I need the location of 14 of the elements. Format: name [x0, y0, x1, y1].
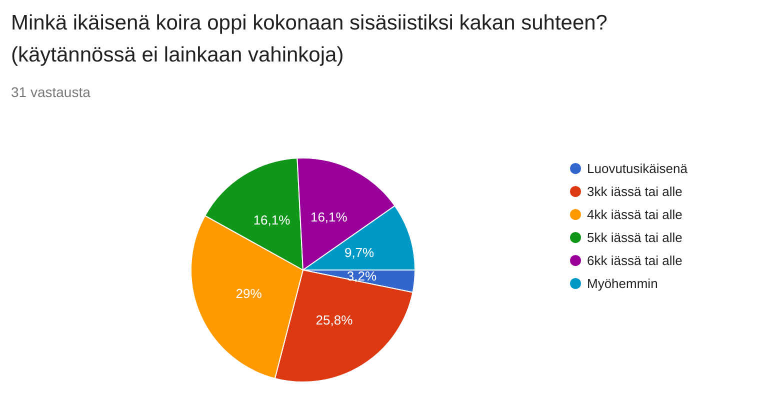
legend-label: Luovutusikäisenä	[587, 161, 688, 176]
legend-label: 3kk iässä tai alle	[587, 184, 682, 199]
legend-label: 5kk iässä tai alle	[587, 230, 682, 245]
data-label: 3,2%	[346, 268, 377, 284]
data-label: 29%	[236, 286, 262, 301]
legend-label: 6kk iässä tai alle	[587, 253, 682, 268]
data-label: 16,1%	[310, 209, 348, 224]
data-label: 9,7%	[344, 244, 375, 260]
legend-label: Myöhemmin	[587, 276, 658, 291]
text: 31 vastausta	[11, 84, 91, 100]
data-label: 16,1%	[253, 212, 291, 228]
chart-title: Minkä ikäisenä koira oppi kokonaan sisäsiistiksi kakan suhteen? (käytännössä ei lainkaan vahinkoja)	[11, 12, 608, 66]
data-label: 25,8%	[316, 312, 354, 328]
legend-label: 4kk iässä tai alle	[587, 207, 682, 222]
